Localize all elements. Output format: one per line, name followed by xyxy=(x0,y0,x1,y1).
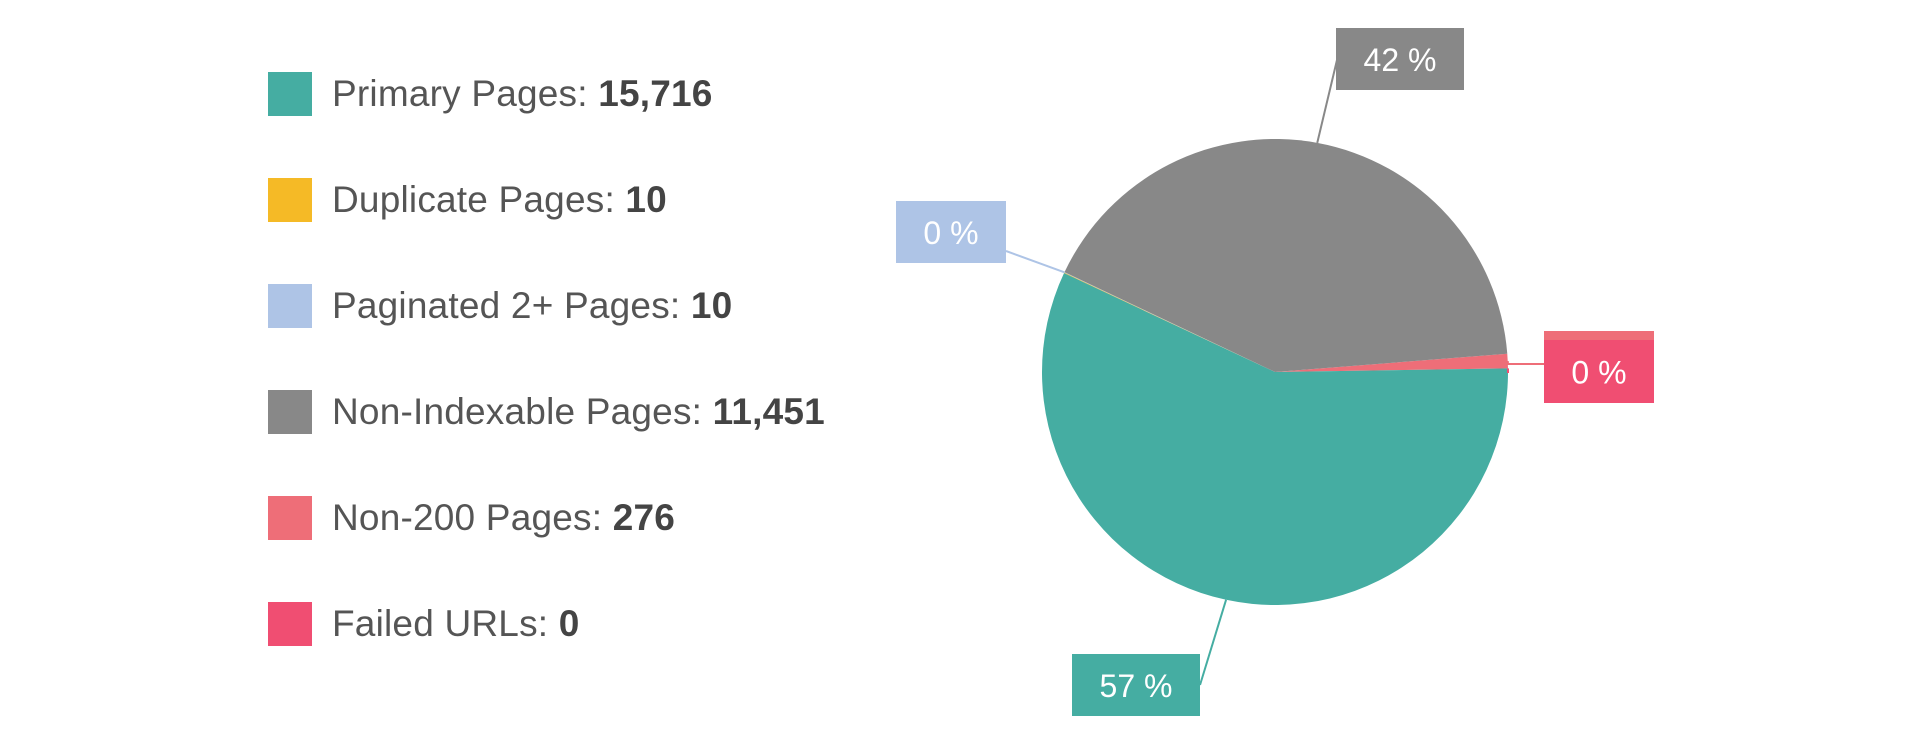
pie-slice-primary-pages xyxy=(1042,273,1508,606)
legend-item-paginated-pages: Paginated 2+ Pages: 10 xyxy=(268,284,888,328)
callout-line-paginated-2-pages xyxy=(1005,250,1065,274)
legend-item-non-indexable-pages: Non-Indexable Pages: 11,451 xyxy=(268,390,888,434)
callout-label-paginated-2-pages: 0 % xyxy=(923,215,978,251)
legend-text-duplicate-pages: Duplicate Pages: 10 xyxy=(332,179,667,221)
legend-item-non-200-pages: Non-200 Pages: 276 xyxy=(268,496,888,540)
legend-value-primary-pages: 15,716 xyxy=(598,73,713,114)
pie-slice-duplicate-pages xyxy=(1064,272,1275,372)
legend-value-non-200-pages: 276 xyxy=(612,497,676,538)
legend-text-failed-urls: Failed URLs: 0 xyxy=(332,603,580,645)
legend-value-non-indexable-pages: 11,451 xyxy=(712,391,825,432)
callout-line-primary-pages xyxy=(1199,599,1228,686)
legend-text-non-indexable-pages: Non-Indexable Pages: 11,451 xyxy=(332,391,825,433)
callout-box-failed-urls xyxy=(1544,340,1654,403)
legend-value-failed-urls: 0 xyxy=(558,603,580,644)
legend-label-primary-pages: Primary Pages: xyxy=(332,73,599,114)
legend-label-failed-urls: Failed URLs: xyxy=(332,603,559,644)
legend-text-primary-pages: Primary Pages: 15,716 xyxy=(332,73,713,115)
legend-text-non-200-pages: Non-200 Pages: 276 xyxy=(332,497,675,539)
legend: Primary Pages: 15,716 Duplicate Pages: 1… xyxy=(268,72,888,708)
legend-label-non-indexable-pages: Non-Indexable Pages: xyxy=(332,391,713,432)
pie-slices xyxy=(1042,138,1508,606)
callout-box-paginated-2-pages xyxy=(896,201,1006,263)
legend-item-duplicate-pages: Duplicate Pages: 10 xyxy=(268,178,888,222)
legend-label-paginated-pages: Paginated 2+ Pages: xyxy=(332,285,691,326)
legend-value-paginated-pages: 10 xyxy=(690,285,733,326)
pie-slice-non-200-pages xyxy=(1275,353,1508,372)
callout-box-non-indexable-pages xyxy=(1336,28,1464,90)
callout-label-primary-pages: 57 % xyxy=(1100,668,1173,704)
callout-line-non-200-pages xyxy=(1506,360,1544,365)
pie-callouts: 42 % 57 % 0 % 0 % xyxy=(896,28,1654,716)
legend-label-non-200-pages: Non-200 Pages: xyxy=(332,497,613,538)
legend-swatch-failed-urls xyxy=(268,602,312,646)
callout-box-primary-pages xyxy=(1072,654,1200,716)
legend-swatch-non-indexable-pages xyxy=(268,390,312,434)
callout-label-failed-urls: 0 % xyxy=(1571,355,1626,391)
legend-swatch-paginated-pages xyxy=(268,284,312,328)
legend-swatch-duplicate-pages xyxy=(268,178,312,222)
callout-line-non-indexable-pages xyxy=(1316,59,1338,144)
legend-value-duplicate-pages: 10 xyxy=(625,179,667,220)
pie-slice-non-indexable-pages xyxy=(1064,138,1508,372)
callout-label-non-indexable-pages: 42 % xyxy=(1364,42,1437,78)
legend-label-duplicate-pages: Duplicate Pages: xyxy=(332,179,626,220)
legend-item-failed-urls: Failed URLs: 0 xyxy=(268,602,888,646)
legend-swatch-non-200-pages xyxy=(268,496,312,540)
legend-item-primary-pages: Primary Pages: 15,716 xyxy=(268,72,888,116)
pie-slice-paginated-2-pages xyxy=(1064,272,1275,372)
legend-text-paginated-pages: Paginated 2+ Pages: 10 xyxy=(332,285,732,327)
legend-swatch-primary-pages xyxy=(268,72,312,116)
